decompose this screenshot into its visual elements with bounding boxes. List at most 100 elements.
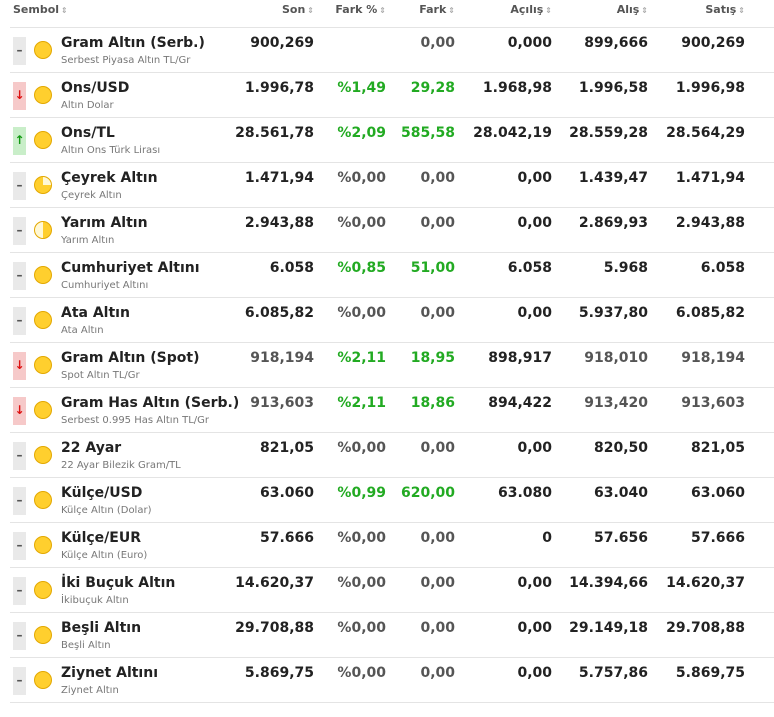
sort-icon: ⇕ [738, 6, 745, 15]
symbol-name[interactable]: Gram Altın (Serb.) [61, 35, 205, 51]
table-row[interactable]: – Beşli Altın Beşli Altın 29.708,88 %0,00 0,0… [10, 613, 774, 658]
cell-alis: 1.439,47 [578, 170, 648, 186]
symbol-description: Ata Altın [61, 325, 104, 336]
cell-son: 918,194 [250, 350, 314, 366]
table-row[interactable]: – Ata Altın Ata Altın 6.085,82 %0,00 0,00 0,00… [10, 298, 774, 343]
cell-acilis: 0,000 [507, 35, 552, 51]
symbol-name[interactable]: Ziynet Altını [61, 665, 158, 681]
dash-icon: – [13, 172, 26, 200]
cell-satis: 28.564,29 [666, 125, 745, 141]
column-header-fark-pct[interactable]: Fark % ⇕ [335, 3, 386, 16]
cell-fark: 0,00 [420, 575, 455, 591]
symbol-name[interactable]: Yarım Altın [61, 215, 148, 231]
symbol-name[interactable]: Külçe/USD [61, 485, 143, 501]
cell-fark: 0,00 [420, 215, 455, 231]
symbol-description: Altın Dolar [61, 100, 114, 111]
dash-icon: – [13, 37, 26, 65]
arrow-down-icon: ↓ [13, 82, 26, 110]
table-row[interactable]: – Külçe/USD Külçe Altın (Dolar) 63.060 %0,99… [10, 478, 774, 523]
cell-fark: 0,00 [420, 665, 455, 681]
column-header-son[interactable]: Son ⇕ [281, 3, 314, 16]
cell-alis: 5.968 [603, 260, 648, 276]
gold-coin-icon [34, 311, 52, 329]
symbol-name[interactable]: Gram Altın (Spot) [61, 350, 200, 366]
cell-acilis: 0,00 [517, 575, 552, 591]
table-row[interactable]: – Cumhuriyet Altını Cumhuriyet Altını 6.058… [10, 253, 774, 298]
cell-acilis: 28.042,19 [473, 125, 552, 141]
symbol-name[interactable]: İki Buçuk Altın [61, 575, 176, 591]
column-header-sembol[interactable]: Sembol ⇕ [13, 3, 68, 16]
cell-son: 57.666 [259, 530, 314, 546]
cell-alis: 1.996,58 [578, 80, 648, 96]
symbol-name[interactable]: Çeyrek Altın [61, 170, 158, 186]
cell-acilis: 0,00 [517, 170, 552, 186]
cell-alis: 57.656 [593, 530, 648, 546]
table-row[interactable]: ↓ Gram Has Altın (Serb.) Serbest 0.995 Has… [10, 388, 774, 433]
table-row[interactable]: – İki Buçuk Altın İkibuçuk Altın 14.620,37%… [10, 568, 774, 613]
symbol-description: Çeyrek Altın [61, 190, 122, 201]
column-header-alis[interactable]: Alış ⇕ [616, 3, 648, 16]
cell-acilis: 1.968,98 [482, 80, 552, 96]
sort-icon: ⇕ [307, 6, 314, 15]
symbol-name[interactable]: Külçe/EUR [61, 530, 141, 546]
cell-pct: %0,00 [337, 575, 386, 591]
cell-pct: %0,00 [337, 170, 386, 186]
table-row[interactable]: – 22 Ayar 22 Ayar Bilezik Gram/TL 821,05 %0,… [10, 433, 774, 478]
column-header-fark[interactable]: Fark ⇕ [419, 3, 455, 16]
gold-coin-icon [34, 671, 52, 689]
cell-pct: %0,85 [337, 260, 386, 276]
quarter-coin-icon [34, 176, 52, 194]
cell-son: 900,269 [250, 35, 314, 51]
symbol-name[interactable]: Ons/USD [61, 80, 130, 96]
cell-alis: 913,420 [584, 395, 648, 411]
cell-acilis: 0,00 [517, 620, 552, 636]
cell-pct: %0,00 [337, 305, 386, 321]
cell-satis: 6.085,82 [675, 305, 745, 321]
cell-alis: 918,010 [584, 350, 648, 366]
symbol-name[interactable]: Beşli Altın [61, 620, 142, 636]
cell-satis: 918,194 [681, 350, 745, 366]
table-row[interactable]: – Ziynet Altını Ziynet Altın 5.869,75 %0,00 0… [10, 658, 774, 703]
symbol-name[interactable]: Ata Altın [61, 305, 130, 321]
table-row[interactable]: ↓ Ons/USD Altın Dolar 1.996,78 %1,49 29,28 1.9… [10, 73, 774, 118]
cell-satis: 57.666 [690, 530, 745, 546]
table-row[interactable]: – Yarım Altın Yarım Altın 2.943,88 %0,00 0,00… [10, 208, 774, 253]
cell-satis: 14.620,37 [666, 575, 745, 591]
gold-price-table: Sembol ⇕ Son ⇕ Fark % ⇕ Fark ⇕ Açılış ⇕ Alış ⇕… [10, 0, 774, 703]
gold-coin-icon [34, 41, 52, 59]
column-header-acilis[interactable]: Açılış ⇕ [510, 3, 552, 16]
gold-coin-icon [34, 86, 52, 104]
symbol-name[interactable]: Cumhuriyet Altını [61, 260, 200, 276]
cell-fark: 620,00 [400, 485, 455, 501]
gold-coin-icon [34, 266, 52, 284]
cell-pct: %0,00 [337, 665, 386, 681]
dash-icon: – [13, 307, 26, 335]
symbol-name[interactable]: 22 Ayar [61, 440, 122, 456]
cell-acilis: 898,917 [488, 350, 552, 366]
symbol-name[interactable]: Gram Has Altın (Serb.) [61, 395, 240, 411]
sort-icon: ⇕ [545, 6, 552, 15]
table-row[interactable]: – Gram Altın (Serb.) Serbest Piyasa Altın … [10, 28, 774, 73]
arrow-down-icon: ↓ [13, 352, 26, 380]
table-row[interactable]: – Çeyrek Altın Çeyrek Altın 1.471,94 %0,00 0,… [10, 163, 774, 208]
cell-alis: 5.757,86 [578, 665, 648, 681]
symbol-name[interactable]: Ons/TL [61, 125, 115, 141]
symbol-description: Beşli Altın [61, 640, 111, 651]
table-row[interactable]: ↓ Gram Altın (Spot) Spot Altın TL/Gr 918,19… [10, 343, 774, 388]
cell-son: 913,603 [250, 395, 314, 411]
symbol-description: Altın Ons Türk Lirası [61, 145, 161, 156]
symbol-description: Ziynet Altın [61, 685, 119, 696]
cell-son: 6.058 [269, 260, 314, 276]
symbol-description: Yarım Altın [61, 235, 115, 246]
cell-pct: %0,00 [337, 530, 386, 546]
cell-satis: 900,269 [681, 35, 745, 51]
table-row[interactable]: ↑ Ons/TL Altın Ons Türk Lirası 28.561,78 %2,… [10, 118, 774, 163]
cell-alis: 820,50 [593, 440, 648, 456]
cell-fark: 0,00 [420, 35, 455, 51]
cell-alis: 899,666 [584, 35, 648, 51]
table-row[interactable]: – Külçe/EUR Külçe Altın (Euro) 57.666 %0,00 0… [10, 523, 774, 568]
dash-icon: – [13, 622, 26, 650]
column-header-satis[interactable]: Satış ⇕ [705, 3, 745, 16]
dash-icon: – [13, 532, 26, 560]
cell-alis: 14.394,66 [569, 575, 648, 591]
